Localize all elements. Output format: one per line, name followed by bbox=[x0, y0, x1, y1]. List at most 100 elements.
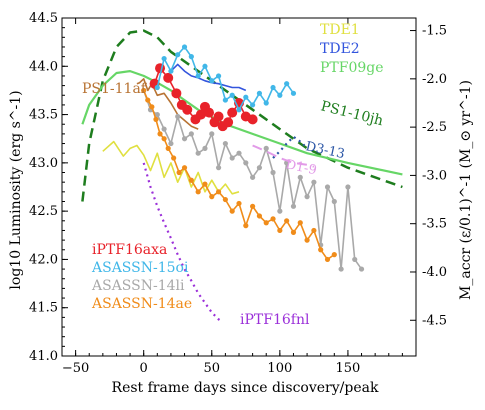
y-tick-label: 41.0 bbox=[29, 349, 58, 364]
data-point-asassn-15oi bbox=[229, 92, 235, 98]
data-point-asassn-14ae bbox=[222, 196, 228, 203]
data-point-asassn-15oi bbox=[250, 102, 256, 108]
x-axis-label: Rest frame days since discovery/peak bbox=[112, 380, 379, 396]
y-right-tick-label: -2.5 bbox=[422, 120, 447, 135]
y-right-tick-label: -3.5 bbox=[422, 217, 447, 232]
data-point-asassn-14ae bbox=[195, 189, 201, 195]
data-point-iptf16axa bbox=[171, 88, 182, 99]
data-point-asassn-14ae bbox=[229, 208, 235, 214]
data-point-asassn-14ae bbox=[209, 194, 215, 200]
data-point-asassn-15oi bbox=[188, 54, 194, 60]
data-point-asassn-14li bbox=[277, 208, 283, 214]
data-point-asassn-14ae bbox=[297, 220, 303, 226]
data-point-iptf16axa bbox=[155, 63, 166, 74]
y-tick-label: 42.5 bbox=[29, 204, 58, 219]
data-point-iptf16axa bbox=[204, 107, 215, 118]
data-point-iptf16axa bbox=[247, 114, 258, 125]
y-right-tick-label: -4.0 bbox=[422, 265, 447, 280]
data-point-asassn-14ae bbox=[202, 181, 208, 187]
legend-item-tde2: TDE2 bbox=[320, 41, 360, 57]
data-point-asassn-15oi bbox=[256, 90, 263, 96]
legend-item-asassn-14li: ASASSN-14li bbox=[91, 278, 185, 294]
data-point-asassn-14ae bbox=[243, 223, 249, 229]
data-point-asassn-14ae bbox=[250, 203, 256, 209]
data-point-asassn-15oi bbox=[290, 90, 297, 96]
data-point-asassn-15oi bbox=[209, 78, 215, 84]
data-point-asassn-14li bbox=[175, 113, 181, 120]
data-point-asassn-14ae bbox=[181, 165, 188, 171]
data-point-asassn-14ae bbox=[284, 218, 290, 224]
data-point-asassn-14ae bbox=[141, 87, 147, 94]
data-point-asassn-14li bbox=[256, 165, 263, 171]
data-point-asassn-14li bbox=[352, 256, 358, 263]
label-d1-9: D1-9 bbox=[284, 157, 318, 178]
data-point-asassn-14ae bbox=[277, 227, 283, 234]
y-tick-label: 44.5 bbox=[29, 11, 58, 26]
data-point-asassn-15oi bbox=[243, 94, 249, 100]
data-point-asassn-14li bbox=[324, 184, 331, 190]
data-point-asassn-14ae bbox=[157, 131, 163, 137]
data-point-asassn-14ae bbox=[290, 229, 297, 235]
y-tick-label: 42.0 bbox=[29, 252, 58, 267]
y-right-tick-label: -2.0 bbox=[422, 72, 447, 87]
data-point-asassn-14li bbox=[236, 150, 242, 156]
data-point-asassn-15oi bbox=[277, 92, 283, 98]
data-point-asassn-14ae bbox=[304, 237, 310, 243]
label-d3-13: D3-13 bbox=[304, 139, 346, 162]
data-point-asassn-15oi bbox=[236, 107, 242, 113]
data-point-asassn-14li bbox=[358, 266, 365, 272]
data-point-asassn-14li bbox=[290, 203, 297, 209]
data-point-asassn-14ae bbox=[311, 227, 317, 234]
x-tick-label: −50 bbox=[62, 361, 89, 376]
y-tick-label: 43.0 bbox=[29, 156, 58, 171]
y-right-tick-label: -4.5 bbox=[422, 313, 447, 328]
data-point-asassn-15oi bbox=[270, 84, 276, 91]
data-point-asassn-14li bbox=[195, 150, 201, 156]
data-point-asassn-14li bbox=[297, 174, 303, 180]
series-layer bbox=[81, 29, 403, 324]
series-line-d3-13 bbox=[272, 135, 306, 159]
legend-item-tde1: TDE1 bbox=[320, 22, 360, 38]
data-point-asassn-15oi bbox=[161, 55, 167, 62]
data-point-asassn-15oi bbox=[168, 68, 174, 74]
data-point-asassn-14ae bbox=[263, 220, 269, 226]
x-tick-label: 100 bbox=[267, 361, 292, 376]
data-point-asassn-14li bbox=[209, 131, 215, 137]
data-point-asassn-15oi bbox=[154, 84, 160, 91]
data-point-asassn-14li bbox=[215, 165, 222, 171]
series-line-ps1-11af bbox=[136, 78, 199, 130]
data-point-asassn-14ae bbox=[188, 177, 194, 183]
label-ps1-10jh: PS1-10jh bbox=[319, 98, 385, 129]
axes: −50 0 50 100 150 41.0 41.5 42.0 42.5 43.0 43.5 44.0… bbox=[29, 11, 447, 376]
data-point-asassn-14li bbox=[243, 160, 249, 166]
data-point-asassn-15oi bbox=[195, 73, 201, 79]
data-point-asassn-15oi bbox=[175, 52, 181, 58]
data-point-asassn-14ae bbox=[165, 145, 171, 151]
data-point-asassn-14ae bbox=[171, 155, 177, 161]
data-point-asassn-14li bbox=[222, 140, 228, 147]
data-point-iptf16axa bbox=[223, 117, 234, 128]
data-point-asassn-14li bbox=[263, 145, 269, 151]
data-point-asassn-14li bbox=[168, 140, 174, 147]
data-point-iptf16axa bbox=[213, 111, 224, 122]
data-point-asassn-14li bbox=[161, 126, 167, 132]
data-point-asassn-14li bbox=[304, 194, 310, 200]
x-tick-label: 0 bbox=[140, 361, 148, 376]
legend-item-ptf09ge: PTF09ge bbox=[320, 60, 384, 76]
data-point-iptf16axa bbox=[163, 72, 174, 83]
data-point-asassn-14li bbox=[338, 266, 344, 272]
label-iptf16fnl: iPTF16fnl bbox=[240, 312, 310, 328]
data-point-asassn-14li bbox=[181, 136, 188, 142]
data-point-asassn-15oi bbox=[222, 97, 228, 103]
data-point-asassn-14ae bbox=[215, 189, 222, 195]
data-point-asassn-14ae bbox=[324, 256, 331, 263]
data-point-asassn-14ae bbox=[176, 169, 182, 176]
data-point-asassn-14ae bbox=[153, 116, 159, 122]
data-point-asassn-15oi bbox=[215, 73, 222, 79]
data-point-asassn-15oi bbox=[284, 81, 290, 87]
data-point-asassn-14ae bbox=[236, 200, 242, 207]
legend-item-asassn-15oi: ASASSN-15oi bbox=[91, 260, 189, 276]
y-axis-label-left: log10 Luminosity (erg s^-1) bbox=[8, 90, 24, 289]
data-point-asassn-14li bbox=[345, 184, 351, 190]
